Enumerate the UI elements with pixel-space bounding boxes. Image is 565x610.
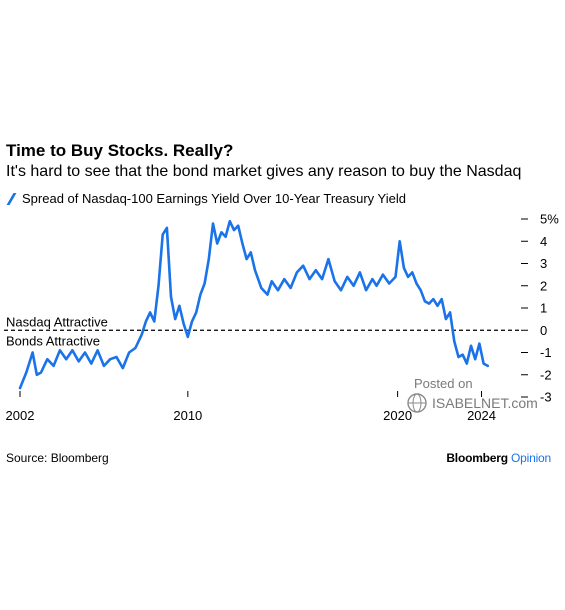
y-tick-label: 2 <box>540 278 547 293</box>
globe-icon <box>407 393 427 413</box>
y-tick-label: 3 <box>540 256 547 271</box>
bonds-attractive-label: Bonds Attractive <box>6 333 100 348</box>
y-tick-label: -2 <box>540 367 552 382</box>
x-tick-label: 2010 <box>173 408 202 423</box>
legend: Spread of Nasdaq-100 Earnings Yield Over… <box>6 191 406 206</box>
y-tick-label: 0 <box>540 323 547 338</box>
y-axis-ticks: 5% 4 3 2 1 0 -1 -2 -3 <box>521 212 559 405</box>
y-tick-label: 5% <box>540 212 559 227</box>
y-tick-label: -1 <box>540 345 552 360</box>
brand-logo: Bloomberg Opinion <box>446 451 551 465</box>
source-note: Source: Bloomberg <box>6 451 109 465</box>
brand-main: Bloomberg <box>446 451 508 465</box>
series-layer <box>18 219 490 390</box>
nasdaq-attractive-label: Nasdaq Attractive <box>6 314 108 329</box>
legend-label: Spread of Nasdaq-100 Earnings Yield Over… <box>22 191 406 206</box>
chart-title: Time to Buy Stocks. Really? <box>6 141 234 160</box>
watermark-line2: ISABELNET.com <box>432 395 538 411</box>
y-tick-label: 4 <box>540 234 547 249</box>
y-tick-label: 1 <box>540 301 547 316</box>
chart-subtitle: It's hard to see that the bond market gi… <box>6 163 522 180</box>
y-tick-label: -3 <box>540 390 552 405</box>
x-axis-ticks: 2002 2010 2020 2024 <box>6 391 496 423</box>
reference-layer: Nasdaq Attractive Bonds Attractive <box>4 314 519 348</box>
series-line-0 <box>18 219 490 390</box>
watermark: Posted on ISABELNET.com <box>406 376 538 414</box>
watermark-line1: Posted on <box>414 376 473 391</box>
x-tick-label: 2020 <box>383 408 412 423</box>
x-tick-label: 2024 <box>467 408 496 423</box>
brand-accent: Opinion <box>511 451 551 465</box>
x-tick-label: 2002 <box>6 408 35 423</box>
